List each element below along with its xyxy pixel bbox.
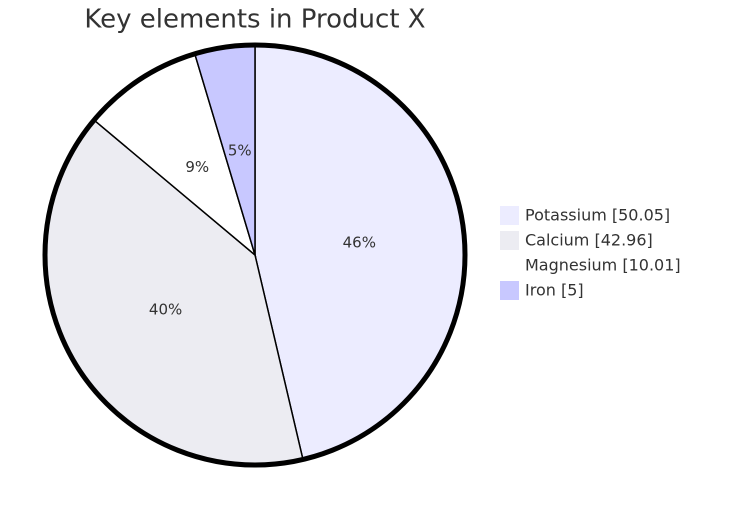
legend-label: Potassium [50.05] xyxy=(525,206,670,225)
legend-label: Calcium [42.96] xyxy=(525,231,653,250)
legend-swatch xyxy=(500,256,519,275)
legend-swatch xyxy=(500,281,519,300)
legend-label: Iron [5] xyxy=(525,281,584,300)
chart-title: Key elements in Product X xyxy=(84,5,425,35)
slice-label: 40% xyxy=(149,301,182,319)
legend-swatch xyxy=(500,231,519,250)
pie-outline xyxy=(42,42,468,468)
slice-label: 5% xyxy=(228,142,252,160)
slice-label: 9% xyxy=(185,158,209,176)
slice-label: 46% xyxy=(343,233,376,251)
legend-swatch xyxy=(500,206,519,225)
legend-label: Magnesium [10.01] xyxy=(525,256,681,275)
